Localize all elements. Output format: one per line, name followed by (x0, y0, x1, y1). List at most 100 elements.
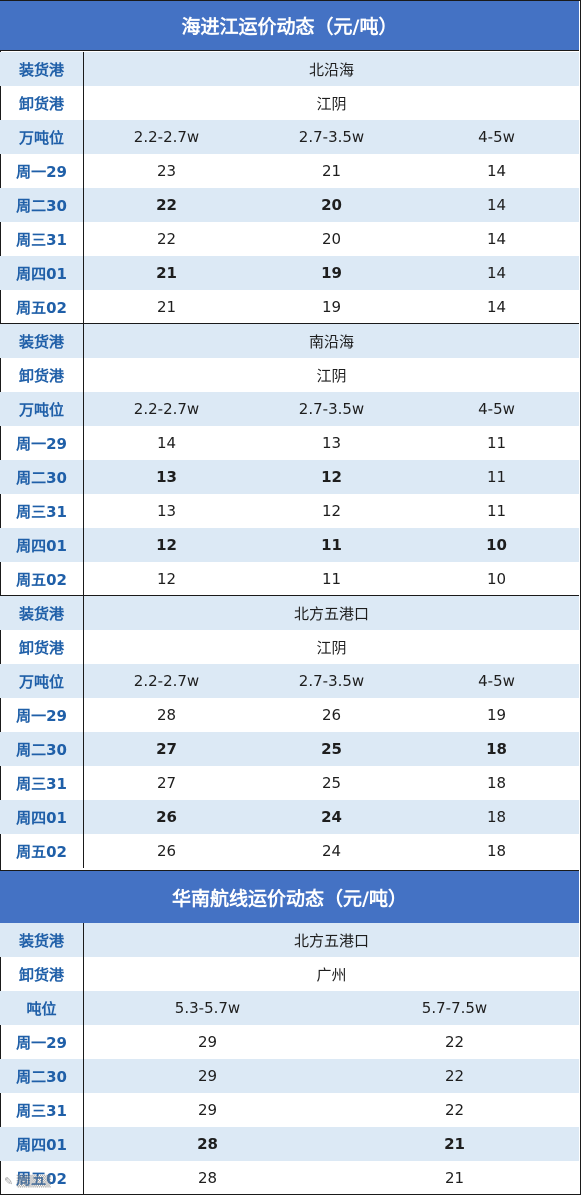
rate-cell: 18 (486, 774, 507, 792)
rate-cell: 21 (156, 264, 177, 282)
rate-cell: 22 (444, 1101, 465, 1119)
rate-cell: 29 (197, 1101, 218, 1119)
rate-cell: 19 (321, 264, 342, 282)
rate-cell: 20 (321, 196, 342, 214)
day-row: 周四01 12 11 10 (0, 528, 579, 562)
rate-cell: 21 (444, 1169, 465, 1187)
rate-cell: 14 (486, 196, 507, 214)
row-label: 周三31 (0, 766, 84, 800)
row-label: 万吨位 (0, 120, 84, 154)
rate-cell: 26 (321, 706, 342, 724)
rate-cell: 20 (321, 230, 342, 248)
rate-cell: 14 (486, 264, 507, 282)
section1-title: 海进江运价动态（元/吨） (0, 1, 579, 51)
row-label: 装货港 (0, 324, 84, 358)
rate-cell: 10 (486, 536, 507, 554)
day-row: 周二30 13 12 11 (0, 460, 579, 494)
row-label: 周二30 (0, 732, 84, 766)
tonnage-cell: 2.7-3.5w (298, 400, 365, 418)
row-label: 万吨位 (0, 392, 84, 426)
unload-port-row: 卸货港 广州 (0, 957, 579, 991)
day-row: 周一29 14 13 11 (0, 426, 579, 460)
rate-cell: 27 (156, 774, 177, 792)
unload-port-row: 卸货港 江阴 (0, 358, 579, 392)
rate-cell: 29 (197, 1067, 218, 1085)
rate-cell: 13 (156, 468, 177, 486)
rate-cell: 13 (156, 502, 177, 520)
tonnage-cell: 2.2-2.7w (133, 672, 200, 690)
rate-cell: 18 (486, 808, 507, 826)
rate-cell: 22 (156, 230, 177, 248)
day-row: 周三31 27 25 18 (0, 766, 579, 800)
row-label: 装货港 (0, 52, 84, 86)
rate-cell: 25 (321, 774, 342, 792)
row-label: 周一29 (0, 1025, 84, 1059)
day-row: 周三31 29 22 (0, 1093, 579, 1127)
day-row: 周四01 21 19 14 (0, 256, 579, 290)
rate-cell: 25 (321, 740, 342, 758)
tonnage-row: 吨位 5.3-5.7w 5.7-7.5w (0, 991, 579, 1025)
tonnage-cell: 4-5w (478, 128, 515, 146)
row-label: 周五02 (0, 290, 84, 324)
row-label: 周二30 (0, 188, 84, 222)
group-separator (0, 595, 579, 596)
rate-cell: 11 (321, 570, 342, 588)
rate-cell: 11 (321, 536, 342, 554)
row-label: 周四01 (0, 800, 84, 834)
rate-cell: 23 (156, 162, 177, 180)
tonnage-cell: 2.2-2.7w (133, 400, 200, 418)
rate-cell: 12 (321, 468, 342, 486)
day-row: 周二30 29 22 (0, 1059, 579, 1093)
rate-cell: 14 (486, 298, 507, 316)
load-port-row: 装货港 北方五港口 (0, 596, 579, 630)
tonnage-row: 万吨位 2.2-2.7w 2.7-3.5w 4-5w (0, 392, 579, 426)
day-row: 周五02 21 19 14 (0, 290, 579, 324)
day-row: 周一29 23 21 14 (0, 154, 579, 188)
day-row: 周一29 29 22 (0, 1025, 579, 1059)
rate-cell: 12 (156, 536, 177, 554)
rate-cell: 10 (486, 570, 507, 588)
row-label: 周四01 (0, 1127, 84, 1161)
row-label: 周四01 (0, 528, 84, 562)
watermark: ✎ ▒▒▒▒ (4, 1175, 51, 1188)
rate-cell: 26 (156, 842, 177, 860)
rate-cell: 28 (156, 706, 177, 724)
rate-cell: 11 (486, 502, 507, 520)
tonnage-cell: 2.7-3.5w (298, 128, 365, 146)
rate-cell: 28 (197, 1135, 218, 1153)
unload-port-value: 江阴 (316, 94, 347, 113)
row-label: 周二30 (0, 460, 84, 494)
rate-cell: 27 (156, 740, 177, 758)
row-label: 周一29 (0, 426, 84, 460)
rate-cell: 12 (321, 502, 342, 520)
row-label: 周三31 (0, 1093, 84, 1127)
tonnage-row: 万吨位 2.2-2.7w 2.7-3.5w 4-5w (0, 120, 579, 154)
unload-port-row: 卸货港 江阴 (0, 630, 579, 664)
row-label: 周五02 (0, 1161, 84, 1195)
row-label: 装货港 (0, 923, 84, 957)
load-port-value: 南沿海 (308, 332, 354, 351)
day-row: 周四01 26 24 18 (0, 800, 579, 834)
row-label: 周三31 (0, 222, 84, 256)
row-label: 周四01 (0, 256, 84, 290)
day-row: 周二30 27 25 18 (0, 732, 579, 766)
rate-cell: 12 (156, 570, 177, 588)
rate-cell: 21 (156, 298, 177, 316)
rate-cell: 22 (444, 1067, 465, 1085)
row-label: 吨位 (0, 991, 84, 1025)
load-port-row: 装货港 南沿海 (0, 324, 579, 358)
group-separator (0, 323, 579, 324)
rate-cell: 19 (321, 298, 342, 316)
rate-cell: 21 (321, 162, 342, 180)
unload-port-value: 广州 (316, 965, 347, 984)
rate-cell: 18 (486, 842, 507, 860)
day-row: 周三31 13 12 11 (0, 494, 579, 528)
day-row: 周五02 26 24 18 (0, 834, 579, 868)
row-label: 周五02 (0, 562, 84, 596)
day-row: 周三31 22 20 14 (0, 222, 579, 256)
load-port-value: 北方五港口 (293, 604, 369, 623)
unload-port-value: 江阴 (316, 366, 347, 385)
tonnage-cell: 5.3-5.7w (174, 999, 241, 1017)
rate-cell: 21 (444, 1135, 465, 1153)
day-row: 周四01 28 21 (0, 1127, 579, 1161)
